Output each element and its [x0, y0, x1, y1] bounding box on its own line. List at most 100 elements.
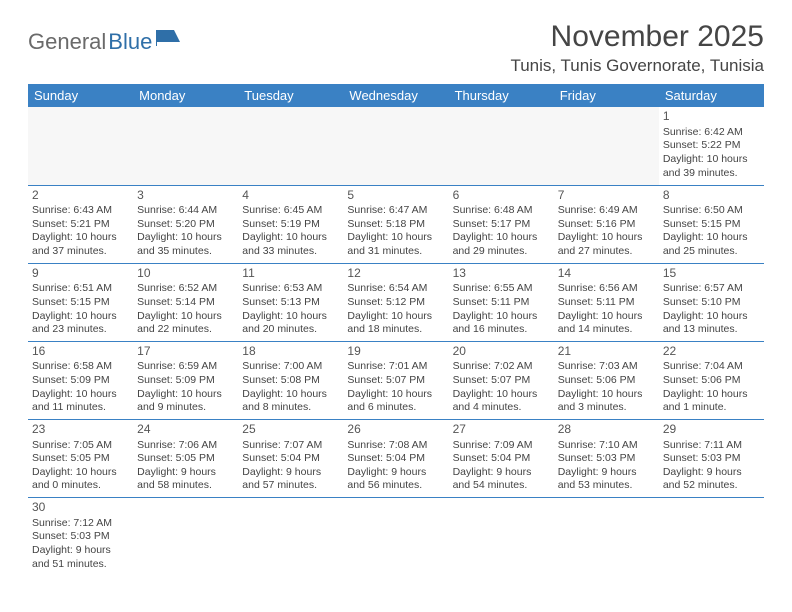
- calendar-week-row: 16Sunrise: 6:58 AMSunset: 5:09 PMDayligh…: [28, 341, 764, 419]
- sunrise-text: Sunrise: 7:09 AM: [453, 439, 550, 453]
- calendar-empty-cell: [238, 498, 343, 576]
- sunrise-text: Sunrise: 6:54 AM: [347, 282, 444, 296]
- calendar-day-cell: 14Sunrise: 6:56 AMSunset: 5:11 PMDayligh…: [554, 263, 659, 341]
- sunrise-text: Sunrise: 7:12 AM: [32, 517, 129, 531]
- calendar-day-cell: 17Sunrise: 6:59 AMSunset: 5:09 PMDayligh…: [133, 341, 238, 419]
- day-number: 15: [663, 266, 760, 282]
- calendar-day-cell: 23Sunrise: 7:05 AMSunset: 5:05 PMDayligh…: [28, 419, 133, 497]
- calendar-day-cell: 10Sunrise: 6:52 AMSunset: 5:14 PMDayligh…: [133, 263, 238, 341]
- calendar-week-row: 30Sunrise: 7:12 AMSunset: 5:03 PMDayligh…: [28, 498, 764, 576]
- daylight-text: and 58 minutes.: [137, 479, 234, 493]
- sunset-text: Sunset: 5:15 PM: [663, 218, 760, 232]
- calendar-day-cell: 16Sunrise: 6:58 AMSunset: 5:09 PMDayligh…: [28, 341, 133, 419]
- day-number: 21: [558, 344, 655, 360]
- calendar-empty-cell: [659, 498, 764, 576]
- daylight-text: and 8 minutes.: [242, 401, 339, 415]
- sunset-text: Sunset: 5:20 PM: [137, 218, 234, 232]
- sunset-text: Sunset: 5:07 PM: [453, 374, 550, 388]
- daylight-text: and 54 minutes.: [453, 479, 550, 493]
- daylight-text: Daylight: 10 hours: [137, 310, 234, 324]
- weekday-header-row: SundayMondayTuesdayWednesdayThursdayFrid…: [28, 84, 764, 107]
- sunset-text: Sunset: 5:14 PM: [137, 296, 234, 310]
- sunrise-text: Sunrise: 6:44 AM: [137, 204, 234, 218]
- day-number: 2: [32, 188, 129, 204]
- daylight-text: Daylight: 9 hours: [453, 466, 550, 480]
- day-number: 12: [347, 266, 444, 282]
- daylight-text: Daylight: 10 hours: [347, 310, 444, 324]
- logo-word-blue: Blue: [108, 29, 152, 55]
- calendar-day-cell: 18Sunrise: 7:00 AMSunset: 5:08 PMDayligh…: [238, 341, 343, 419]
- calendar-day-cell: 1Sunrise: 6:42 AMSunset: 5:22 PMDaylight…: [659, 107, 764, 185]
- sunset-text: Sunset: 5:03 PM: [663, 452, 760, 466]
- calendar-day-cell: 4Sunrise: 6:45 AMSunset: 5:19 PMDaylight…: [238, 185, 343, 263]
- month-title: November 2025: [510, 20, 764, 54]
- day-number: 8: [663, 188, 760, 204]
- sunrise-text: Sunrise: 7:05 AM: [32, 439, 129, 453]
- daylight-text: and 3 minutes.: [558, 401, 655, 415]
- day-number: 9: [32, 266, 129, 282]
- sunset-text: Sunset: 5:12 PM: [347, 296, 444, 310]
- calendar-empty-cell: [238, 107, 343, 185]
- logo-word-general: General: [28, 29, 106, 55]
- daylight-text: Daylight: 10 hours: [453, 388, 550, 402]
- day-number: 17: [137, 344, 234, 360]
- sunrise-text: Sunrise: 6:52 AM: [137, 282, 234, 296]
- logo-flag-icon: [156, 28, 182, 46]
- daylight-text: Daylight: 10 hours: [453, 310, 550, 324]
- daylight-text: and 6 minutes.: [347, 401, 444, 415]
- calendar-week-row: 1Sunrise: 6:42 AMSunset: 5:22 PMDaylight…: [28, 107, 764, 185]
- calendar-empty-cell: [28, 107, 133, 185]
- daylight-text: Daylight: 9 hours: [32, 544, 129, 558]
- day-number: 7: [558, 188, 655, 204]
- daylight-text: and 33 minutes.: [242, 245, 339, 259]
- daylight-text: Daylight: 10 hours: [32, 466, 129, 480]
- calendar-day-cell: 5Sunrise: 6:47 AMSunset: 5:18 PMDaylight…: [343, 185, 448, 263]
- calendar-day-cell: 3Sunrise: 6:44 AMSunset: 5:20 PMDaylight…: [133, 185, 238, 263]
- daylight-text: Daylight: 10 hours: [558, 388, 655, 402]
- sunset-text: Sunset: 5:07 PM: [347, 374, 444, 388]
- logo: General Blue: [28, 28, 182, 56]
- daylight-text: and 52 minutes.: [663, 479, 760, 493]
- sunset-text: Sunset: 5:13 PM: [242, 296, 339, 310]
- daylight-text: and 4 minutes.: [453, 401, 550, 415]
- day-number: 27: [453, 422, 550, 438]
- day-number: 19: [347, 344, 444, 360]
- daylight-text: Daylight: 10 hours: [558, 231, 655, 245]
- daylight-text: and 37 minutes.: [32, 245, 129, 259]
- calendar-day-cell: 30Sunrise: 7:12 AMSunset: 5:03 PMDayligh…: [28, 498, 133, 576]
- sunrise-text: Sunrise: 6:59 AM: [137, 360, 234, 374]
- daylight-text: and 13 minutes.: [663, 323, 760, 337]
- calendar-empty-cell: [554, 107, 659, 185]
- day-number: 18: [242, 344, 339, 360]
- weekday-header: Monday: [133, 84, 238, 107]
- day-number: 1: [663, 109, 760, 125]
- daylight-text: and 1 minute.: [663, 401, 760, 415]
- sunrise-text: Sunrise: 6:49 AM: [558, 204, 655, 218]
- daylight-text: and 25 minutes.: [663, 245, 760, 259]
- daylight-text: and 57 minutes.: [242, 479, 339, 493]
- calendar-empty-cell: [343, 498, 448, 576]
- day-number: 26: [347, 422, 444, 438]
- calendar-day-cell: 11Sunrise: 6:53 AMSunset: 5:13 PMDayligh…: [238, 263, 343, 341]
- daylight-text: and 29 minutes.: [453, 245, 550, 259]
- sunrise-text: Sunrise: 6:48 AM: [453, 204, 550, 218]
- weekday-header: Saturday: [659, 84, 764, 107]
- sunset-text: Sunset: 5:17 PM: [453, 218, 550, 232]
- sunset-text: Sunset: 5:06 PM: [558, 374, 655, 388]
- daylight-text: Daylight: 10 hours: [137, 388, 234, 402]
- calendar-empty-cell: [554, 498, 659, 576]
- daylight-text: and 0 minutes.: [32, 479, 129, 493]
- calendar-day-cell: 8Sunrise: 6:50 AMSunset: 5:15 PMDaylight…: [659, 185, 764, 263]
- sunset-text: Sunset: 5:03 PM: [32, 530, 129, 544]
- sunrise-text: Sunrise: 7:04 AM: [663, 360, 760, 374]
- calendar-day-cell: 26Sunrise: 7:08 AMSunset: 5:04 PMDayligh…: [343, 419, 448, 497]
- daylight-text: Daylight: 10 hours: [347, 231, 444, 245]
- day-number: 20: [453, 344, 550, 360]
- sunrise-text: Sunrise: 6:51 AM: [32, 282, 129, 296]
- sunset-text: Sunset: 5:06 PM: [663, 374, 760, 388]
- daylight-text: and 18 minutes.: [347, 323, 444, 337]
- sunset-text: Sunset: 5:21 PM: [32, 218, 129, 232]
- sunset-text: Sunset: 5:05 PM: [137, 452, 234, 466]
- calendar-day-cell: 7Sunrise: 6:49 AMSunset: 5:16 PMDaylight…: [554, 185, 659, 263]
- daylight-text: and 20 minutes.: [242, 323, 339, 337]
